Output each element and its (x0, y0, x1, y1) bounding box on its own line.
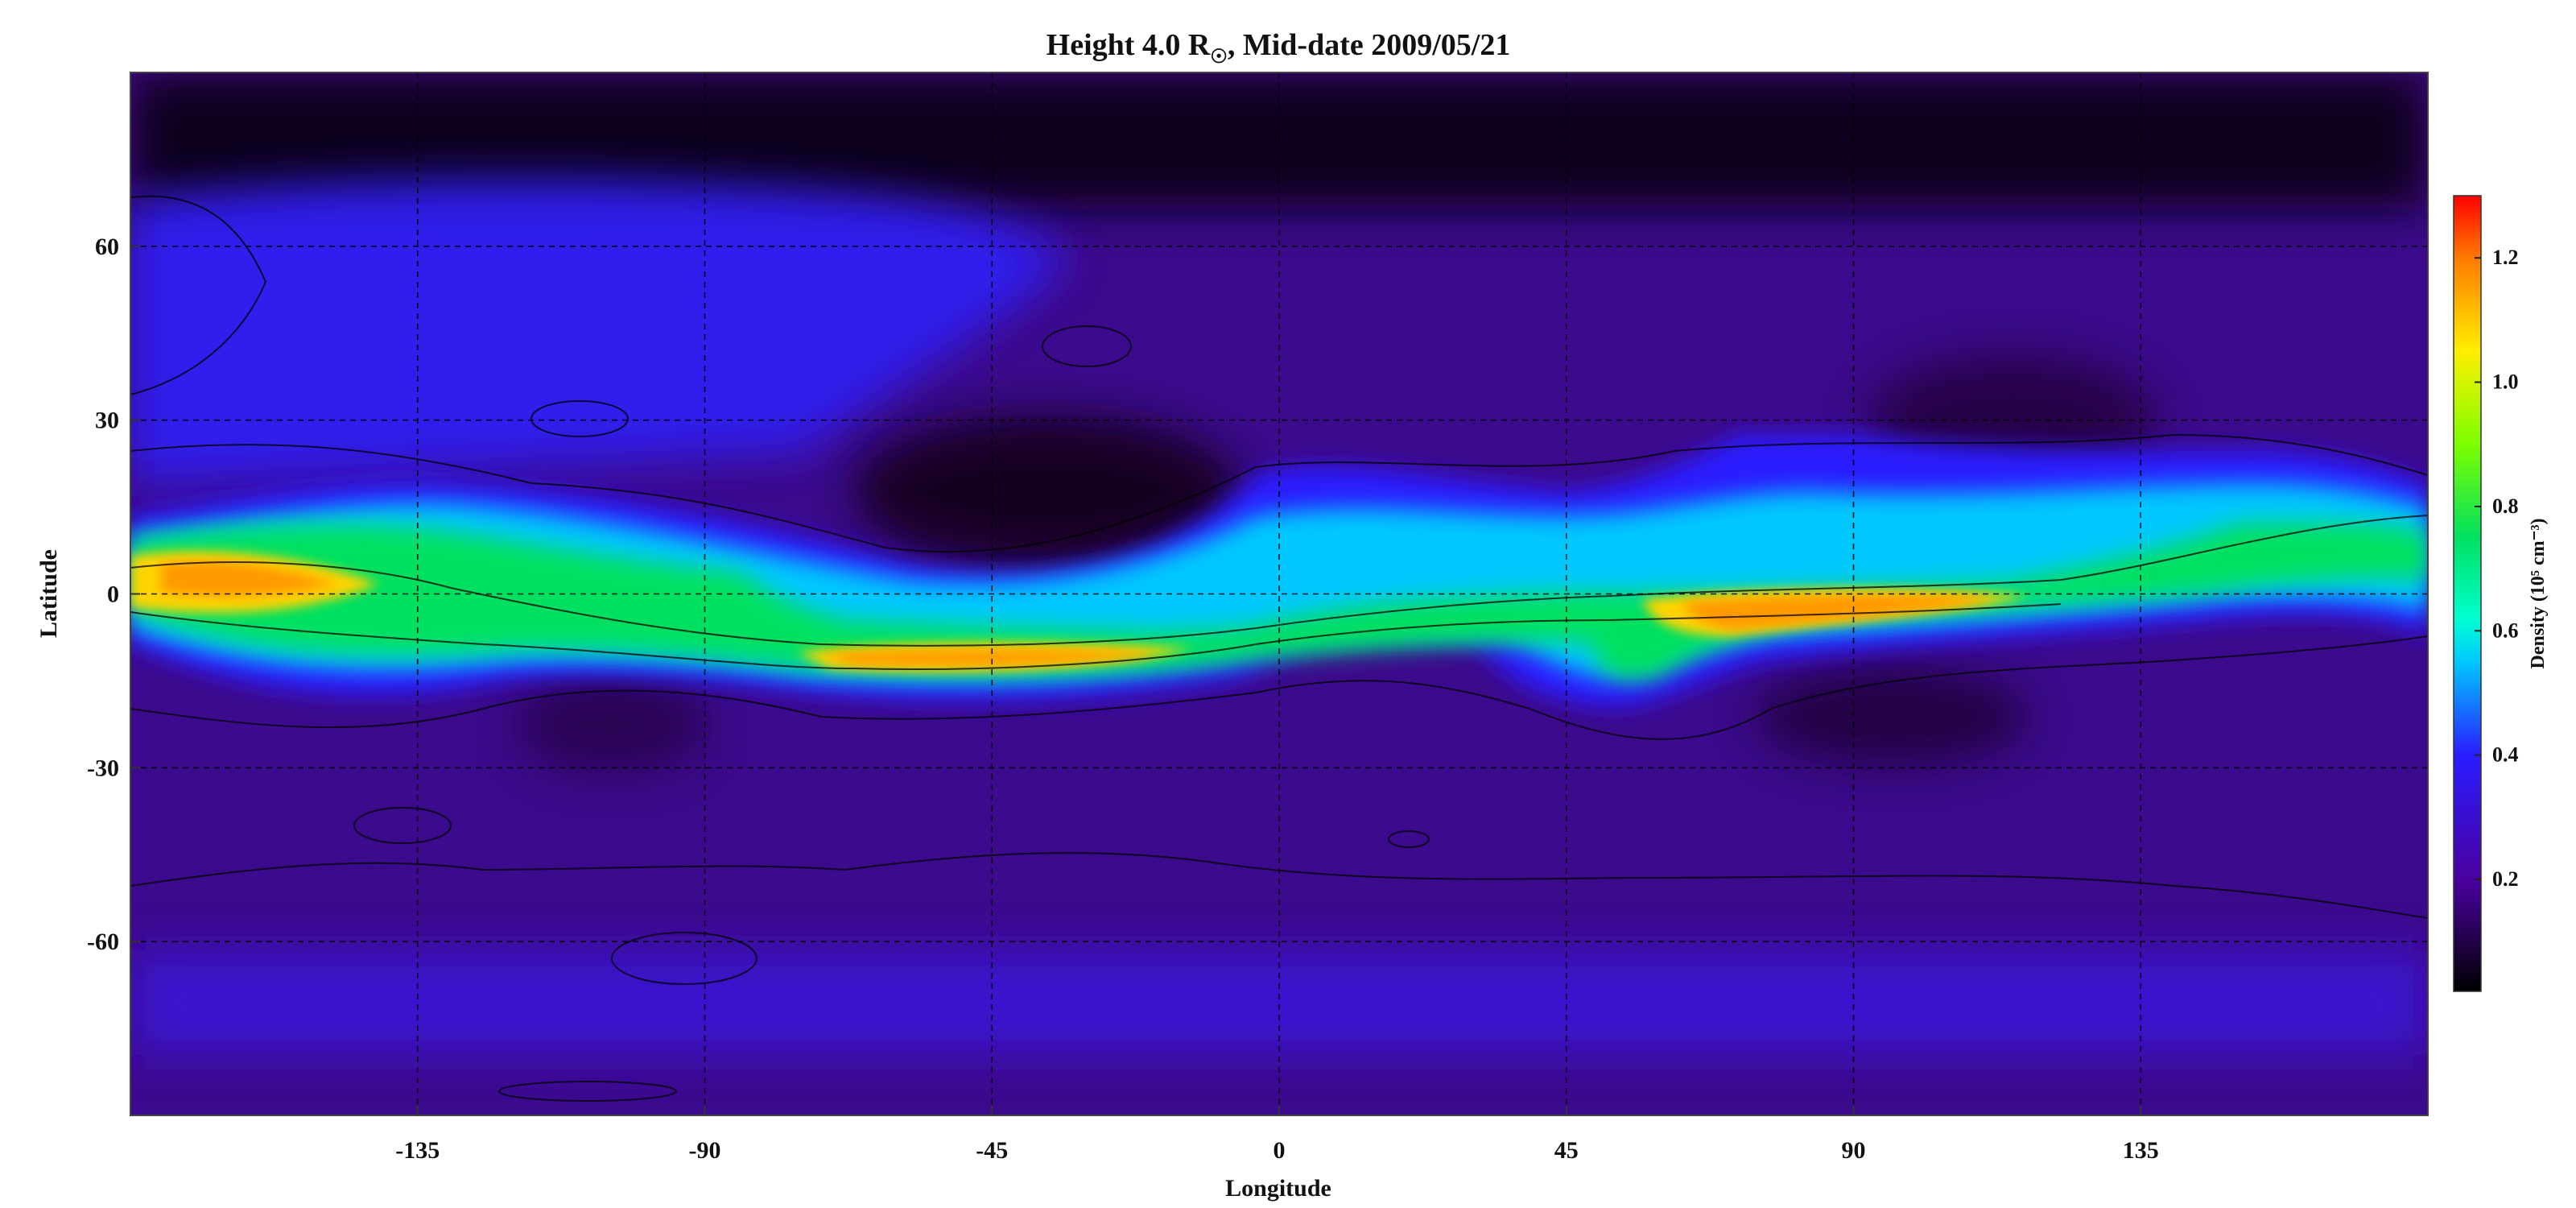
x-tick-label: -135 (395, 1137, 440, 1164)
colorbar-ticks: 0.2 0.4 0.6 0.8 1.0 1.2 (2475, 246, 2519, 891)
contour-loop (353, 807, 452, 844)
contour-loop (1388, 830, 1430, 848)
contour-line (130, 603, 2062, 670)
colorbar-tick-label: 1.2 (2492, 246, 2519, 269)
contour-line (130, 635, 2428, 740)
colorbar-tick-label: 0.6 (2492, 618, 2519, 642)
y-tick-label: -30 (87, 755, 119, 781)
contour-line (130, 515, 2428, 647)
contour-line (130, 433, 2428, 553)
contour-loop (498, 1081, 677, 1102)
dark-cavity-d (515, 676, 708, 773)
x-axis-ticks: -135 -90 -45 0 45 90 135 (395, 1106, 2159, 1164)
colorbar-label: Density (10⁵ cm⁻³) (2528, 518, 2549, 668)
colorbar-tick-label: 1.0 (2492, 370, 2519, 394)
dark-cavity-a (853, 415, 1240, 568)
contour-loop (1042, 325, 1132, 367)
x-tick-label: -90 (689, 1137, 721, 1164)
x-tick-label: 90 (1842, 1137, 1866, 1164)
north-blue-lobe (130, 178, 1071, 483)
contour-line (130, 195, 267, 395)
dark-cavity-c (1755, 668, 2029, 765)
y-tick-label: -60 (87, 929, 119, 955)
title-subscript: ☉ (1210, 47, 1228, 68)
x-tick-label: 0 (1274, 1137, 1286, 1164)
colorbar-ramp (2453, 195, 2482, 992)
y-axis-label: Latitude (35, 549, 62, 638)
colorbar-tick-label: 0.2 (2492, 867, 2519, 891)
chart-title: Height 4.0 R☉, Mid-date 2009/05/21 (1046, 28, 1511, 68)
x-tick-label: 45 (1554, 1137, 1579, 1164)
y-tick-label: 60 (95, 234, 119, 260)
grid-lines (130, 72, 2428, 1115)
colorbar: 0.2 0.4 0.6 0.8 1.0 1.2 Density (10⁵ cm⁻³) (2453, 195, 2549, 992)
heatmap-plot-area (130, 72, 2428, 1115)
sheet-layer-yellow (130, 551, 2029, 672)
contour-loop (530, 400, 629, 437)
colorbar-tick-label: 0.8 (2492, 494, 2519, 518)
y-tick-label: 0 (107, 581, 119, 608)
y-tick-label: 30 (95, 407, 119, 434)
colorbar-tick-label: 0.4 (2492, 743, 2519, 767)
x-tick-label: 135 (2123, 1137, 2159, 1164)
y-axis-ticks: 60 30 0 -30 -60 (87, 234, 140, 955)
contour-lines (130, 195, 2428, 1102)
contour-line (130, 852, 2428, 919)
contour-loop (611, 932, 758, 985)
x-tick-label: -45 (976, 1137, 1008, 1164)
x-axis-label: Longitude (1225, 1175, 1331, 1202)
